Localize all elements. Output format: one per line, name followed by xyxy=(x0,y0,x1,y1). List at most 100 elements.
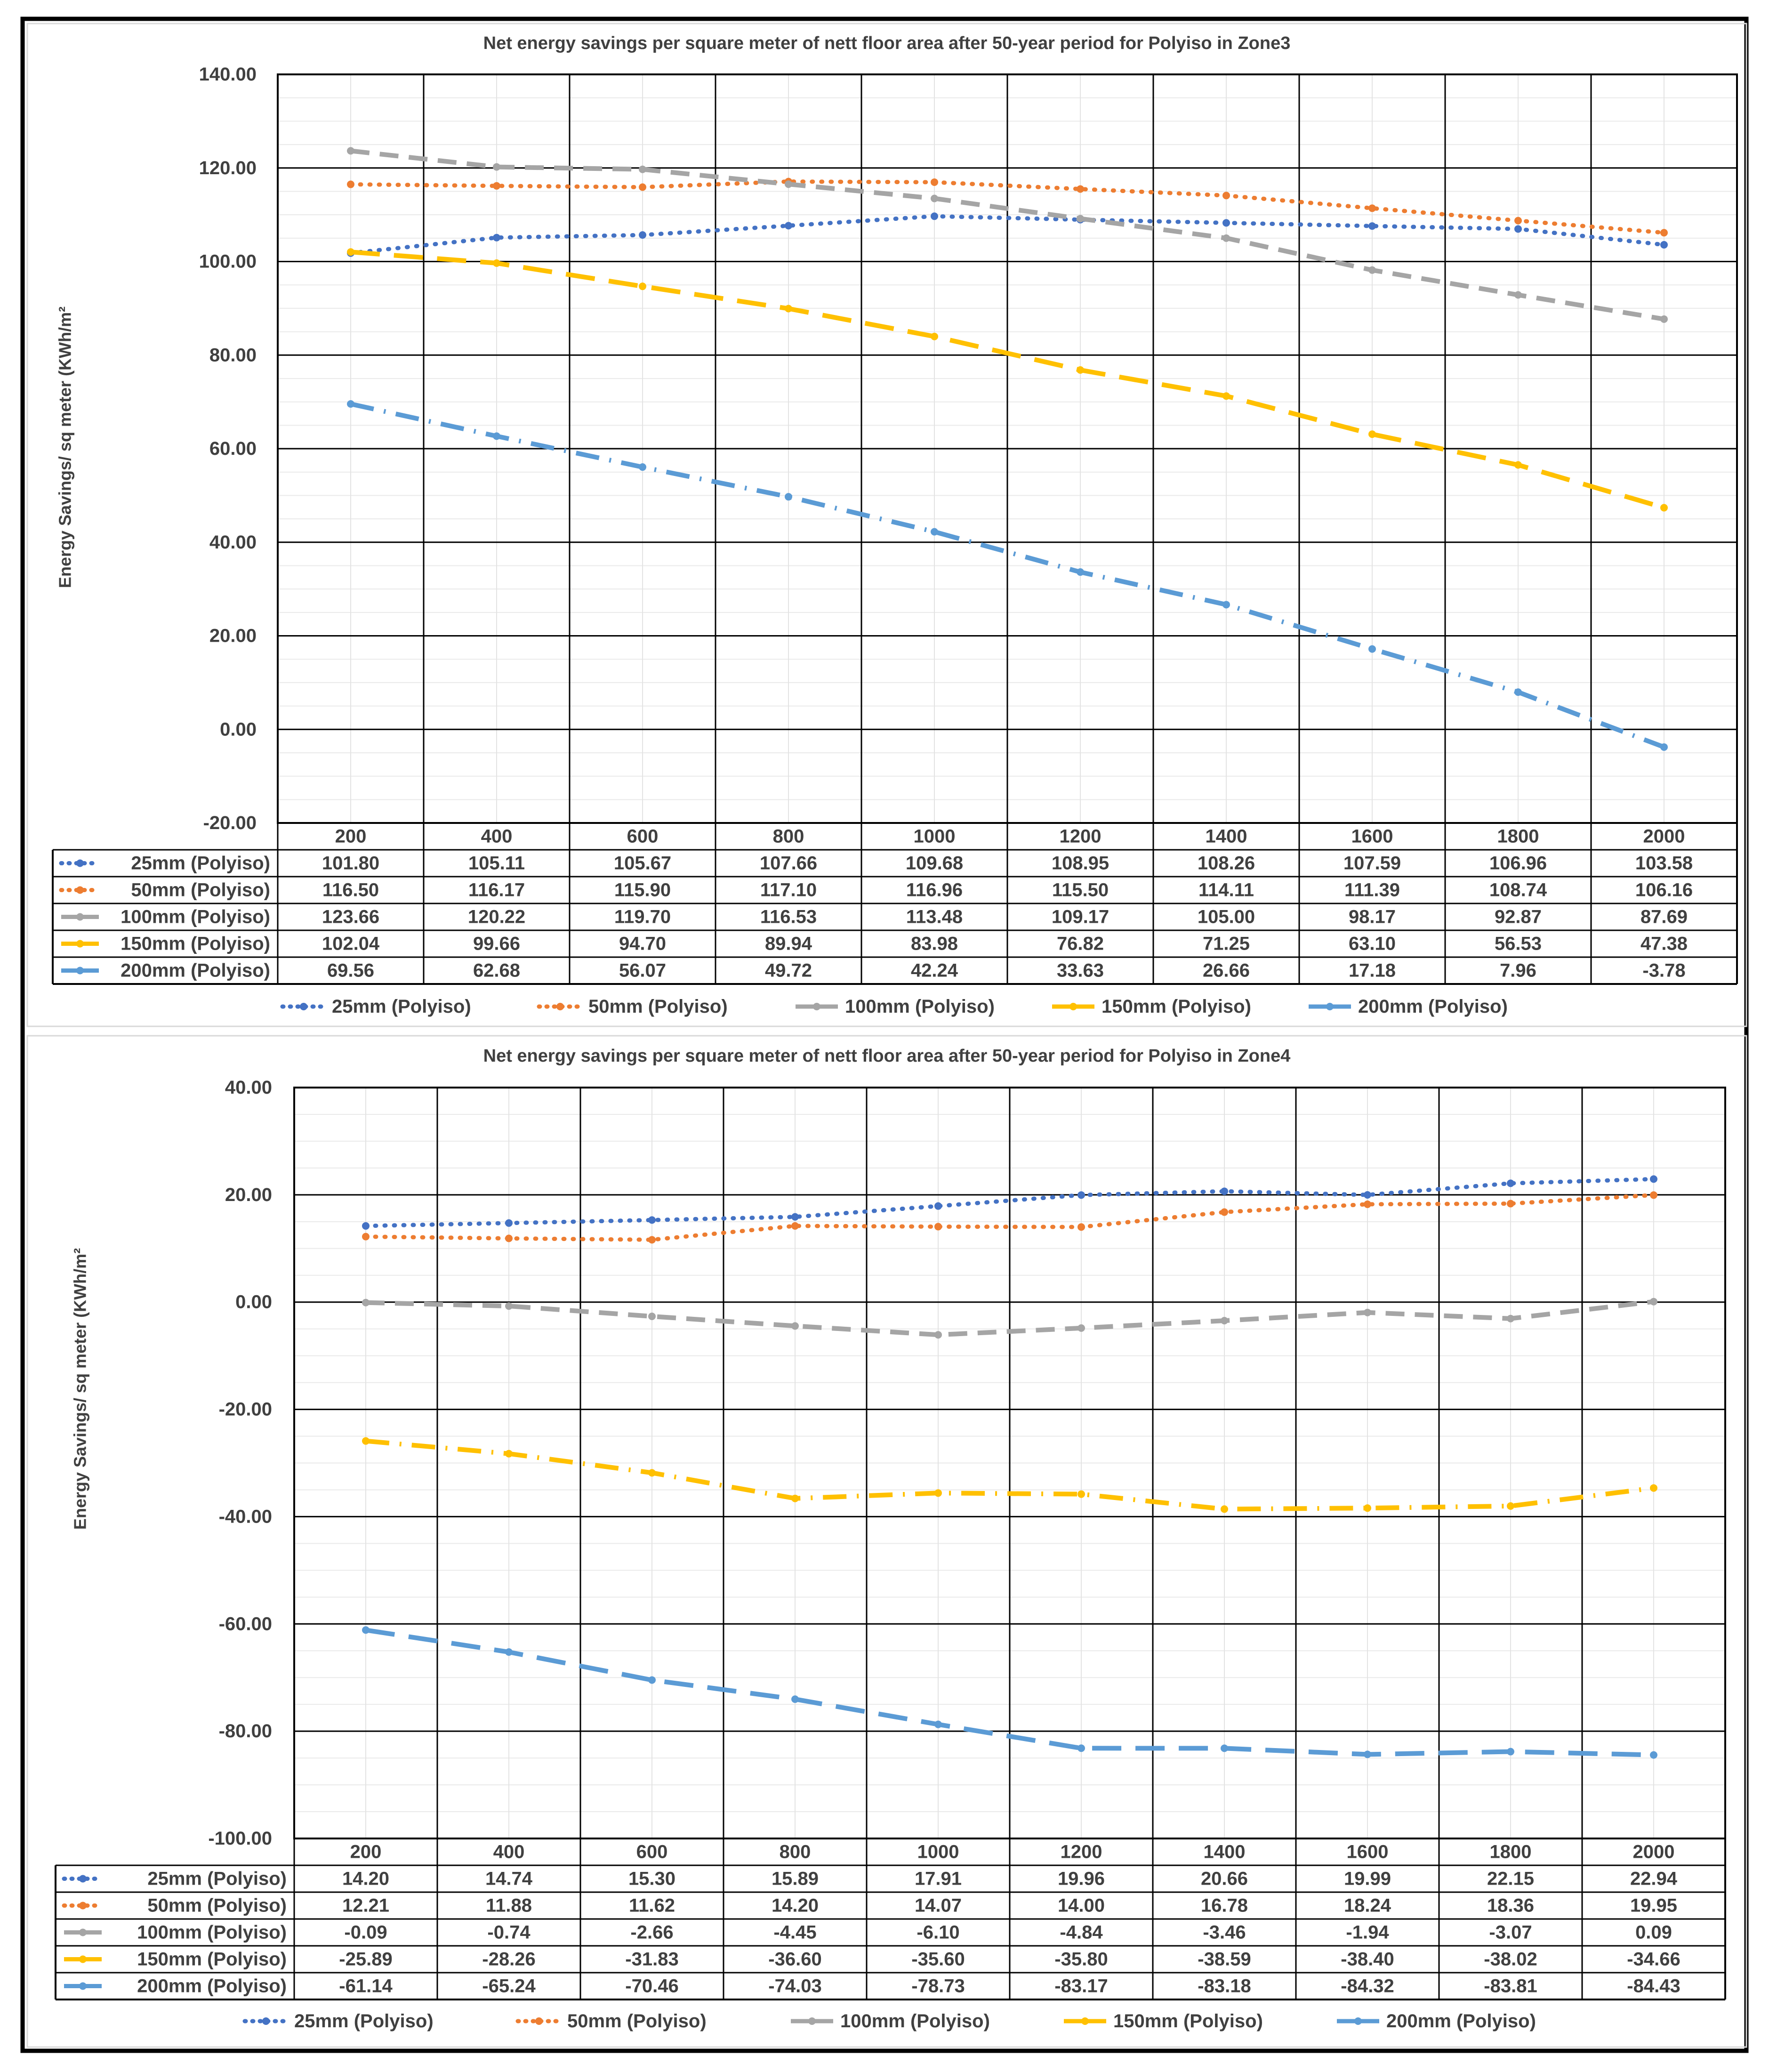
table-cell-value: 56.07 xyxy=(619,960,666,981)
table-cell-value: 63.10 xyxy=(1349,934,1396,954)
data-point xyxy=(347,180,354,188)
data-point xyxy=(791,1322,799,1330)
data-point xyxy=(1077,215,1084,223)
x-tick-label: 800 xyxy=(780,1842,811,1862)
table-cell-value: 76.82 xyxy=(1057,934,1104,954)
table-cell-value: 89.94 xyxy=(765,934,812,954)
table-cell-value: 18.24 xyxy=(1344,1895,1391,1916)
table-cell-value: 94.70 xyxy=(619,934,666,954)
table-cell-value: 26.66 xyxy=(1203,960,1250,981)
table-cell-value: 20.66 xyxy=(1201,1869,1248,1889)
table-cell-value: 109.17 xyxy=(1052,907,1109,927)
table-cell-value: 33.63 xyxy=(1057,960,1104,981)
data-point xyxy=(1077,1490,1085,1498)
table-series-label: 25mm (Polyiso) xyxy=(131,853,270,874)
table-cell-value: 15.89 xyxy=(772,1869,819,1889)
table-cell-value: 49.72 xyxy=(765,960,812,981)
data-point xyxy=(1514,461,1522,469)
table-cell-value: 101.80 xyxy=(322,853,379,874)
data-point xyxy=(1650,1484,1657,1492)
table-cell-value: 19.99 xyxy=(1344,1869,1391,1889)
series-line xyxy=(350,250,1665,510)
data-point xyxy=(1660,229,1668,237)
legend-item: 150mm (Polyiso) xyxy=(1064,2011,1263,2032)
data-point xyxy=(505,1234,513,1242)
series-100mm-polyiso xyxy=(347,147,1668,323)
table-series-label: 200mm (Polyiso) xyxy=(121,960,270,981)
table-legend-marker xyxy=(76,967,84,975)
data-point xyxy=(1507,1748,1514,1756)
table-cell-value: -65.24 xyxy=(482,1976,536,1997)
legend-marker xyxy=(262,2017,270,2025)
series-line xyxy=(365,1438,1654,1512)
table-cell-value: -31.83 xyxy=(625,1949,678,1970)
data-point xyxy=(362,1233,370,1241)
table-cell-value: 108.74 xyxy=(1489,880,1547,901)
y-axis-label: Energy Savings/ sq meter (KWh/m² xyxy=(71,1248,90,1530)
data-point xyxy=(1077,1191,1085,1199)
data-point xyxy=(1660,504,1668,512)
data-point xyxy=(1507,1179,1514,1187)
table-series-label: 50mm (Polyiso) xyxy=(131,880,270,901)
legend-item: 200mm (Polyiso) xyxy=(1309,996,1508,1017)
y-axis-label: Energy Savings/ sq meter (KWh/m² xyxy=(56,306,75,588)
table-cell-value: -83.18 xyxy=(1198,1976,1251,1997)
table-cell-value: -38.02 xyxy=(1484,1949,1537,1970)
data-point xyxy=(934,1202,942,1210)
table-cell-value: -4.45 xyxy=(773,1922,816,1943)
table-cell-value: 19.95 xyxy=(1630,1895,1677,1916)
series-25mm-polyiso xyxy=(362,1175,1657,1230)
table-cell-value: -1.94 xyxy=(1346,1922,1389,1943)
data-point xyxy=(362,1298,370,1306)
series-50mm-polyiso xyxy=(347,177,1668,237)
table-cell-value: -25.89 xyxy=(339,1949,392,1970)
legend-marker xyxy=(556,1003,564,1010)
data-point xyxy=(362,1626,370,1634)
table-cell-value: 102.04 xyxy=(322,934,380,954)
table-cell-value: 22.94 xyxy=(1630,1869,1678,1889)
data-point xyxy=(1077,1744,1085,1752)
data-point xyxy=(1514,225,1522,233)
table-legend-marker xyxy=(76,886,84,894)
data-point xyxy=(1650,1191,1657,1199)
table-cell-value: 14.20 xyxy=(772,1895,819,1916)
x-tick-label: 200 xyxy=(350,1842,382,1862)
table-legend-marker xyxy=(76,913,84,921)
data-point xyxy=(934,1720,942,1728)
table-cell-value: -83.17 xyxy=(1054,1976,1108,1997)
x-tick-label: 400 xyxy=(493,1842,525,1862)
table-legend-marker xyxy=(79,1982,87,1990)
x-tick-label: 1600 xyxy=(1351,826,1393,847)
series-line xyxy=(348,214,1666,256)
data-point xyxy=(931,212,938,220)
data-point xyxy=(1222,192,1230,200)
x-tick-label: 1000 xyxy=(914,826,956,847)
table-cell-value: 107.66 xyxy=(760,853,817,874)
y-tick-label: 20.00 xyxy=(209,626,257,646)
data-point xyxy=(1221,1505,1228,1513)
table-cell-value: 120.22 xyxy=(468,907,525,927)
series-line xyxy=(350,148,1664,322)
legend-label: 25mm (Polyiso) xyxy=(332,996,471,1017)
table-cell-value: -28.26 xyxy=(482,1949,535,1970)
table-cell-value: 7.96 xyxy=(1500,960,1536,981)
series-line xyxy=(348,179,1666,235)
data-point xyxy=(639,183,646,191)
data-point xyxy=(1364,1200,1371,1208)
data-point xyxy=(785,180,792,188)
data-point xyxy=(931,178,938,186)
table-cell-value: 114.11 xyxy=(1198,880,1254,901)
table-cell-value: 15.30 xyxy=(628,1869,675,1889)
table-cell-value: 115.50 xyxy=(1052,880,1109,901)
data-point xyxy=(639,463,646,471)
legend-label: 100mm (Polyiso) xyxy=(845,996,995,1017)
table-cell-value: 111.39 xyxy=(1344,880,1400,901)
table-cell-value: 0.09 xyxy=(1635,1922,1672,1943)
table-cell-value: 106.96 xyxy=(1489,853,1547,874)
data-point xyxy=(648,1216,656,1224)
data-point xyxy=(931,528,938,536)
data-point xyxy=(1368,266,1376,274)
table-cell-value: -70.46 xyxy=(625,1976,678,1997)
table-cell-value: 69.56 xyxy=(327,960,374,981)
legend-marker xyxy=(808,2017,816,2025)
